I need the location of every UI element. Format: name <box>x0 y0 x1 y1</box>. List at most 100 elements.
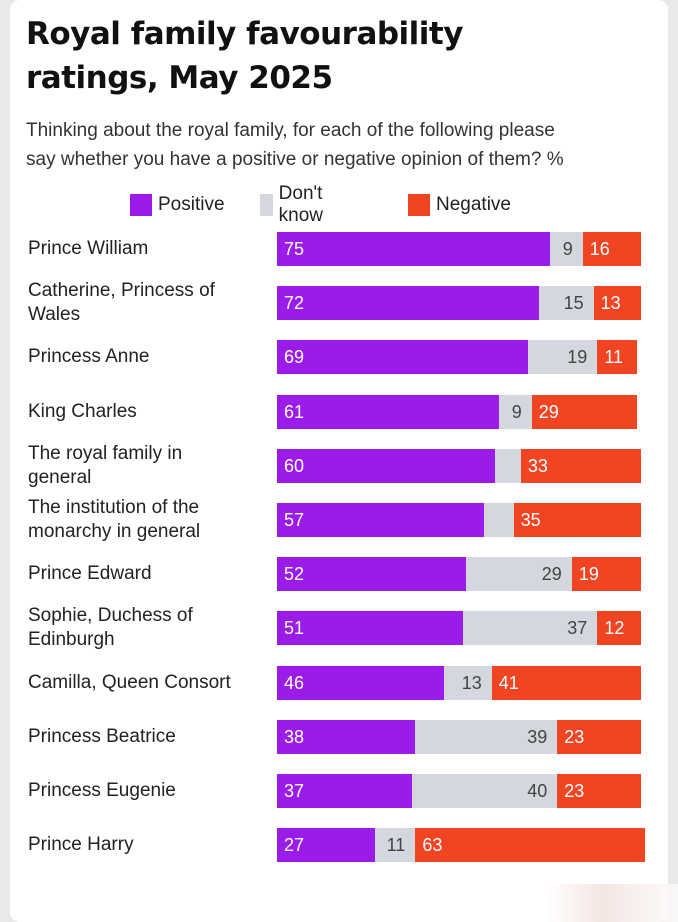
data-label: 52 <box>284 564 305 585</box>
data-label: 57 <box>284 510 305 530</box>
data-label: 19 <box>567 347 588 368</box>
data-label: 23 <box>564 781 585 801</box>
category-label-line: The royal family in <box>28 442 183 464</box>
data-label: 29 <box>538 401 559 422</box>
category-label-line: The institution of the <box>28 497 200 518</box>
category-label: Prince Edward <box>28 562 268 586</box>
data-label: 9 <box>511 401 522 422</box>
bar-segment-dont-know <box>495 448 521 483</box>
category-label: Princess Anne <box>28 345 268 369</box>
data-label: 11 <box>386 835 406 856</box>
legend-label-negative: Negative <box>436 194 511 215</box>
bar-segment-negative: 41 <box>491 665 641 700</box>
category-label-line: Prince William <box>28 238 149 259</box>
category-label-line: Sophie, Duchess of <box>28 605 193 627</box>
category-label-line: Camilla, Queen Consort <box>28 671 231 693</box>
data-label: 41 <box>498 672 519 693</box>
bar-segment-dont-know: 9 <box>499 394 532 429</box>
bar-segment-positive: 69 <box>277 340 529 375</box>
category-label: Sophie, Duchess of Edinburgh <box>28 604 268 652</box>
category-label-line: Princess Beatrice <box>28 725 176 747</box>
category-label: Princess Beatrice <box>28 725 268 749</box>
data-label: 16 <box>589 239 610 259</box>
title-line-1: Royal family favourability <box>26 16 463 52</box>
category-label-line: Princess Eugenie <box>28 780 176 801</box>
bar-segment-dont-know <box>484 503 514 537</box>
data-label: 12 <box>604 618 625 639</box>
bar-segment-negative: 11 <box>597 340 638 375</box>
data-label: 69 <box>284 347 305 368</box>
category-label: King Charles <box>28 400 268 424</box>
legend-item-dont-know: Don't know <box>260 183 332 226</box>
category-label-line: Princess Anne <box>28 346 150 368</box>
bar-segment-negative: 13 <box>593 286 641 321</box>
bar-segment-positive: 61 <box>277 394 500 429</box>
bar-segment-positive: 52 <box>277 557 467 592</box>
watermark-overlay <box>545 884 678 922</box>
bar-segment-dont-know: 19 <box>528 340 598 375</box>
legend-item-positive: Positive <box>130 192 225 218</box>
data-label: 33 <box>527 455 548 476</box>
legend-swatch-dont-know <box>260 194 273 216</box>
category-label-line: Wales <box>28 304 81 326</box>
bar-segment-negative: 16 <box>582 232 641 266</box>
bar-segment-dont-know: 11 <box>375 828 416 863</box>
category-label-line: King Charles <box>28 400 137 422</box>
bar-segment-positive: 60 <box>277 448 496 483</box>
bar-segment-positive: 51 <box>277 611 463 646</box>
chart-card: Royal family favourability ratings, May … <box>10 0 678 922</box>
data-label: 29 <box>541 564 562 585</box>
data-label: 11 <box>604 347 623 368</box>
bar-segment-positive: 57 <box>277 503 485 537</box>
data-label: 61 <box>284 401 305 422</box>
bar-segment-dont-know: 39 <box>415 719 558 754</box>
data-label: 19 <box>578 564 599 585</box>
bar-segment-negative: 63 <box>415 828 645 863</box>
legend-swatch-positive <box>130 194 152 216</box>
bar-segment-negative: 23 <box>557 774 641 808</box>
category-label: Prince Harry <box>28 833 268 857</box>
data-label: 72 <box>284 293 305 314</box>
bar-segment-dont-know: 29 <box>466 557 572 592</box>
category-label: Camilla, Queen Consort <box>28 671 268 695</box>
data-label: 9 <box>562 239 573 259</box>
bar-segment-positive: 37 <box>277 774 412 808</box>
data-label: 35 <box>520 510 541 530</box>
category-label-line: monarchy in general <box>28 521 201 542</box>
bar-segment-negative: 23 <box>557 719 641 754</box>
data-label: 27 <box>284 835 305 856</box>
data-label: 37 <box>284 781 305 801</box>
bar-segment-negative: 29 <box>531 394 638 429</box>
category-label-line: Edinburgh <box>28 629 115 651</box>
data-label: 37 <box>567 618 588 639</box>
category-label: Prince William <box>28 237 268 261</box>
data-label: 40 <box>527 781 548 801</box>
bar-segment-positive: 75 <box>277 232 550 266</box>
subtitle-line-2: say whether you have a positive or negat… <box>26 149 564 170</box>
bar-segment-positive: 46 <box>277 665 445 700</box>
category-label-line: Prince Edward <box>28 563 152 585</box>
category-label-line: Prince Harry <box>28 834 134 856</box>
bar-segment-dont-know: 40 <box>411 774 558 808</box>
data-label: 15 <box>563 293 584 314</box>
bar-segment-positive: 72 <box>277 286 540 321</box>
category-label: The institution of the monarchy in genera… <box>28 496 268 544</box>
bar-segment-negative: 33 <box>520 448 641 483</box>
legend-swatch-negative <box>408 194 430 216</box>
bar-segment-negative: 12 <box>597 611 641 646</box>
category-label: The royal family in general <box>28 442 268 490</box>
legend-label-dont-know: Don't know <box>278 183 324 226</box>
title-line-2: ratings, May 2025 <box>26 60 333 96</box>
bar-segment-dont-know: 9 <box>550 232 583 266</box>
bar-segment-dont-know: 15 <box>539 286 594 321</box>
data-label: 13 <box>461 672 482 693</box>
data-label: 75 <box>284 239 305 259</box>
data-label: 60 <box>284 455 305 476</box>
category-label: Catherine, Princess of Wales <box>28 279 268 327</box>
data-label: 51 <box>284 618 305 639</box>
bar-segment-dont-know: 13 <box>444 665 492 700</box>
bar-segment-negative: 35 <box>513 503 641 537</box>
legend-item-negative: Negative <box>408 192 511 218</box>
data-label: 38 <box>284 726 305 747</box>
category-label-line: general <box>28 466 92 488</box>
